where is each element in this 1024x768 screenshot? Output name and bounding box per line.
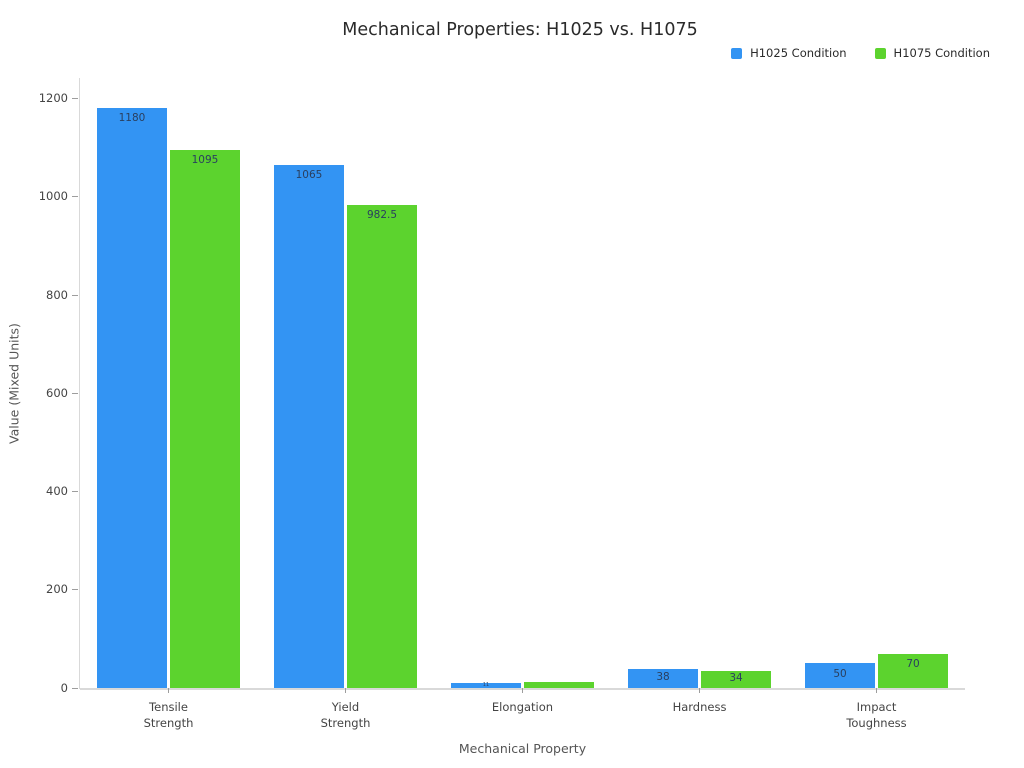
- legend-label: H1075 Condition: [893, 46, 990, 60]
- x-tick-mark: [876, 688, 877, 693]
- bar[interactable]: [628, 669, 698, 688]
- bar-value-label: 50: [833, 668, 847, 681]
- bar[interactable]: [878, 653, 948, 688]
- y-tick-label: 800: [46, 287, 68, 302]
- x-tick-mark: [168, 688, 169, 693]
- bar-value-label: 982.5: [366, 209, 398, 222]
- h1025-swatch-icon: [731, 47, 743, 59]
- y-tick-mark: [72, 392, 78, 394]
- x-tick-mark: [522, 688, 523, 693]
- y-tick-mark: [72, 196, 78, 198]
- chart-title: Mechanical Properties: H1025 vs. H1075: [342, 20, 698, 40]
- bar[interactable]: [97, 108, 167, 688]
- legend-item-h1075[interactable]: H1075 Condition: [874, 46, 990, 60]
- bar-value-label: 1180: [118, 112, 146, 125]
- y-tick-label: 1200: [38, 91, 68, 106]
- x-category-label: Tensile Strength: [143, 700, 194, 730]
- y-tick-label: 400: [46, 484, 68, 499]
- y-tick-mark: [72, 98, 78, 100]
- x-tick-mark: [345, 688, 346, 693]
- y-axis-spine: [78, 78, 80, 689]
- h1075-swatch-icon: [874, 47, 886, 59]
- x-axis-title: Mechanical Property: [458, 741, 587, 756]
- bar-value-label: 1065: [295, 168, 323, 181]
- bar[interactable]: [805, 663, 875, 688]
- bar[interactable]: [347, 205, 417, 688]
- y-tick-label: 1000: [38, 189, 68, 204]
- x-tick-mark: [699, 688, 700, 693]
- x-category-label: Elongation: [491, 700, 554, 714]
- bar[interactable]: [701, 671, 771, 688]
- legend-label: H1025 Condition: [750, 46, 847, 60]
- bar-value-label: 38: [656, 671, 670, 684]
- x-category-label: Yield Strength: [320, 700, 371, 730]
- y-tick-mark: [72, 589, 78, 591]
- bar[interactable]: [274, 164, 344, 688]
- y-tick-mark: [72, 687, 78, 689]
- y-tick-mark: [72, 491, 78, 493]
- bar[interactable]: [451, 682, 521, 688]
- y-tick-label: 200: [46, 582, 68, 597]
- y-tick-mark: [72, 294, 78, 296]
- y-tick-label: 0: [60, 680, 68, 695]
- y-tick-label: 600: [46, 385, 68, 400]
- bar[interactable]: [170, 150, 240, 688]
- legend-item-h1025[interactable]: H1025 Condition: [731, 46, 847, 60]
- bar-value-label: 34: [729, 672, 743, 685]
- bar-value-label: 70: [906, 657, 920, 670]
- x-category-label: Hardness: [672, 700, 727, 714]
- legend: H1025 Condition H1075 Condition: [731, 46, 990, 60]
- bar-value-label: 11: [482, 681, 490, 688]
- x-category-label: Impact Toughness: [846, 700, 907, 730]
- y-axis-title: Value (Mixed Units): [6, 323, 22, 444]
- bar-value-label: 1095: [191, 154, 219, 167]
- bar[interactable]: [524, 682, 594, 688]
